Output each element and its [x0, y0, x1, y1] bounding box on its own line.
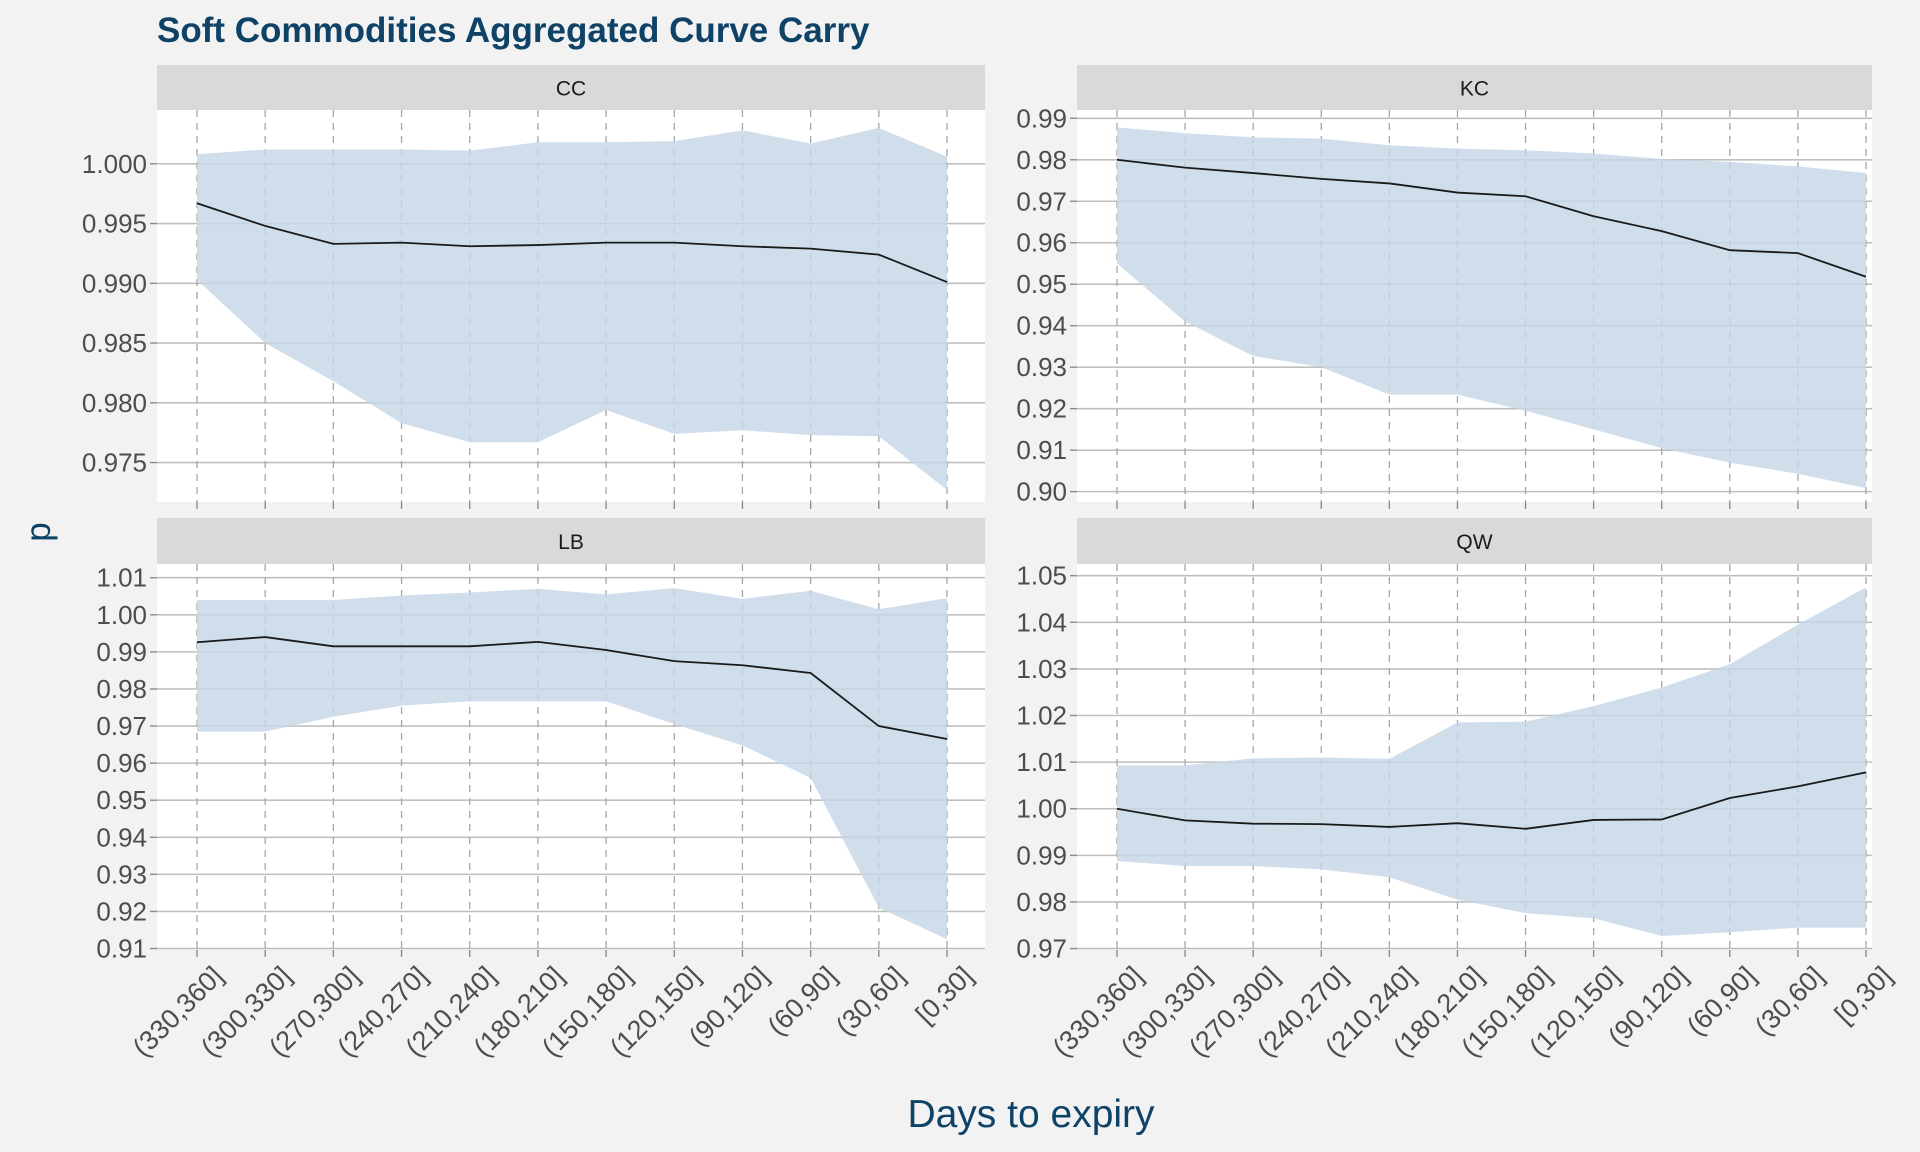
- y-tick-label: 1.02: [1016, 701, 1067, 731]
- facet-strip: [157, 518, 985, 564]
- facet-label: QW: [1456, 531, 1492, 554]
- y-tick-label: 0.97: [96, 711, 147, 741]
- series-line: [1116, 771, 1867, 830]
- y-tick-label: 1.00: [1016, 794, 1067, 824]
- y-tick-label: 0.96: [1016, 228, 1067, 258]
- confidence-ribbon: [1117, 587, 1866, 937]
- chart-title: Soft Commodities Aggregated Curve Carry: [157, 11, 870, 50]
- y-tick-label: 0.91: [1016, 435, 1067, 465]
- y-tick-label: 0.985: [82, 328, 147, 358]
- x-axis-title: Days to expiry: [907, 1093, 1155, 1136]
- y-tick-label: 0.98: [1016, 145, 1067, 175]
- y-tick-label: 0.90: [1016, 477, 1067, 507]
- y-tick-label: 0.96: [96, 748, 147, 778]
- y-tick-label: 0.975: [82, 448, 147, 478]
- facet-strip: [1077, 65, 1872, 110]
- y-tick-label: 1.01: [1016, 747, 1067, 777]
- confidence-ribbon: [197, 127, 947, 491]
- y-tick-label: 1.05: [1016, 561, 1067, 591]
- series-line: [196, 636, 948, 740]
- facet-label: KC: [1460, 78, 1489, 101]
- y-tick-label: 0.995: [82, 209, 147, 239]
- y-tick-label: 0.98: [96, 674, 147, 704]
- y-axis-title: p: [19, 522, 58, 541]
- y-tick-label: 1.04: [1016, 607, 1067, 637]
- y-tick-label: 1.00: [96, 600, 147, 630]
- confidence-ribbon: [1117, 127, 1866, 489]
- series-line: [196, 202, 948, 283]
- y-tick-label: 0.94: [96, 822, 147, 852]
- y-tick-label: 0.97: [1016, 186, 1067, 216]
- y-tick-label: 0.93: [96, 859, 147, 889]
- y-tick-label: 0.98: [1016, 887, 1067, 917]
- y-tick-label: 1.000: [82, 149, 147, 179]
- facet-label: LB: [558, 531, 584, 554]
- y-tick-label: 0.99: [1016, 103, 1067, 133]
- facet-strip: [1077, 518, 1872, 564]
- facet-panel-cc: CC 0.975 0.980 0.985 0.990 0.995 1.000: [82, 65, 985, 509]
- y-tick-label: 0.990: [82, 268, 147, 298]
- y-tick-label: 0.97: [1016, 934, 1067, 964]
- y-tick-label: 0.94: [1016, 311, 1067, 341]
- facet-label: CC: [556, 78, 586, 101]
- y-tick-label: 0.92: [1016, 394, 1067, 424]
- facet-panel-kc: KC 0.90 0.91 0.92 0.93 0.94 0.95 0.96 0.97 0.98 0.…: [1016, 65, 1872, 509]
- y-tick-label: 1.01: [96, 563, 147, 593]
- y-tick-label: 0.91: [96, 934, 147, 964]
- series-line: [1116, 158, 1867, 278]
- facet-strip: [157, 65, 985, 110]
- y-tick-label: 0.95: [1016, 269, 1067, 299]
- y-tick-label: 0.95: [96, 785, 147, 815]
- y-tick-label: 1.03: [1016, 654, 1067, 684]
- y-tick-label: 0.99: [1016, 840, 1067, 870]
- y-tick-label: 0.980: [82, 388, 147, 418]
- y-tick-label: 0.99: [96, 637, 147, 667]
- confidence-ribbon: [197, 588, 947, 940]
- y-tick-label: 0.92: [96, 896, 147, 926]
- y-tick-label: 0.93: [1016, 352, 1067, 382]
